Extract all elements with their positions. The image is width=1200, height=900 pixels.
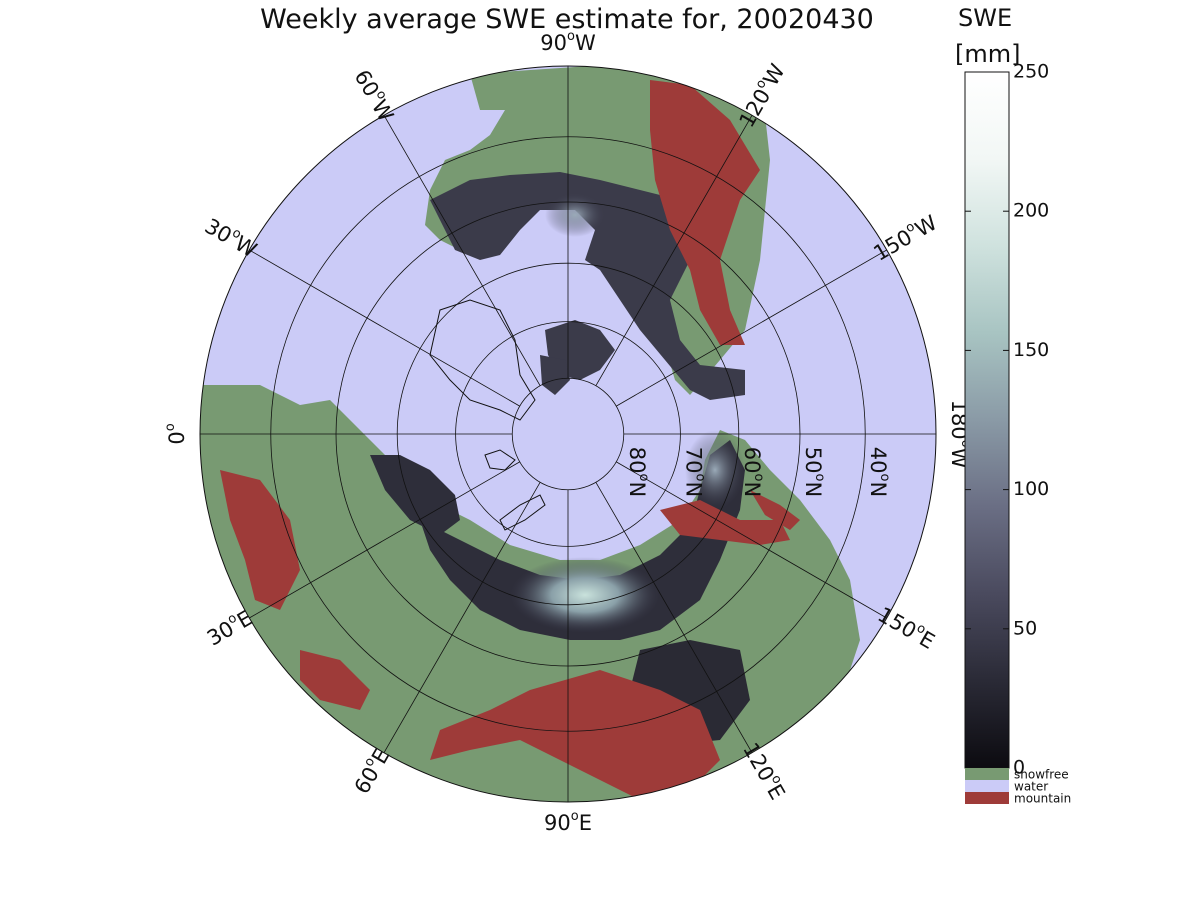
meridian-label-60w: 60oW (350, 65, 400, 126)
meridian--30 (249, 249, 520, 407)
parallel-label-60n: 60oN (740, 447, 766, 497)
colorbar-unit: [mm] (955, 40, 1021, 68)
legend-swatch-snowfree (965, 768, 1009, 780)
meridian-label-90w: 90oW (540, 29, 596, 55)
parallel-label-50n: 50oN (801, 447, 827, 497)
ellesmere (540, 355, 570, 395)
legend-swatch-mountain (965, 792, 1009, 804)
meridian-label-30w: 30oW (201, 212, 262, 262)
legend-label-mountain: mountain (1014, 792, 1071, 806)
parallel-label-70n: 70oN (681, 447, 707, 497)
rockies-mountain (650, 80, 760, 345)
legend-label-snowfree: snowfree (1014, 768, 1069, 782)
swe-peak-2 (685, 430, 745, 510)
meridian-120 (595, 482, 753, 753)
colorbar-tick-label-50: 50 (1013, 617, 1037, 639)
meridian-150 (616, 461, 887, 619)
parallel-labels: 80oN 70oN 60oN 50oN 40oN (625, 447, 892, 497)
colorbar-tick-label-0: 0 (1013, 757, 1025, 779)
map-title: Weekly average SWE estimate for, 2002043… (260, 4, 874, 35)
colorbar-title: SWE (958, 4, 1013, 32)
colorbar-tick-label-250: 250 (1013, 61, 1049, 83)
colorbar-gradient (964, 71, 1010, 769)
colorbar-tick-label-200: 200 (1013, 200, 1049, 222)
swe-peak (510, 557, 660, 633)
colorbar-tick-label-150: 150 (1013, 339, 1049, 361)
europe-mountain (220, 470, 300, 610)
meridian--150 (616, 249, 887, 407)
meridian-label-150e: 150oE (874, 601, 940, 654)
meridian--120 (595, 115, 753, 386)
meridian-label-0: 0o (163, 423, 189, 444)
legend-swatch-water (965, 780, 1009, 792)
caucasus-mountain (300, 650, 370, 710)
legend-label-water: water (1014, 780, 1048, 794)
kamchatka-mountain (750, 490, 800, 530)
novaya-zemlya-outline (499, 494, 546, 531)
east-siberia-mountain (660, 500, 790, 545)
meridian-label-90e: 90oE (544, 809, 592, 835)
map-border (199, 65, 937, 803)
meridian-30 (249, 461, 520, 619)
meridian-label-120e: 120oE (738, 738, 791, 804)
graticule (200, 66, 936, 802)
asia-mountain (430, 670, 720, 800)
parallel-label-80n: 80oN (625, 447, 651, 497)
svalbard-outline (484, 449, 516, 471)
swe-peak-3 (545, 193, 605, 237)
colorbar-tick-label-100: 100 (1013, 478, 1049, 500)
meridian--60 (383, 115, 541, 386)
meridian-label-120w: 120oW (733, 59, 790, 132)
canada-snow (430, 172, 745, 400)
siberia-snow (420, 440, 745, 640)
colorbar-ticks: 0 50 100 150 200 250 (965, 61, 1049, 779)
scandinavia-snow (370, 455, 460, 535)
meridian-60 (383, 482, 541, 753)
parallel-label-40n: 40oN (866, 447, 892, 497)
